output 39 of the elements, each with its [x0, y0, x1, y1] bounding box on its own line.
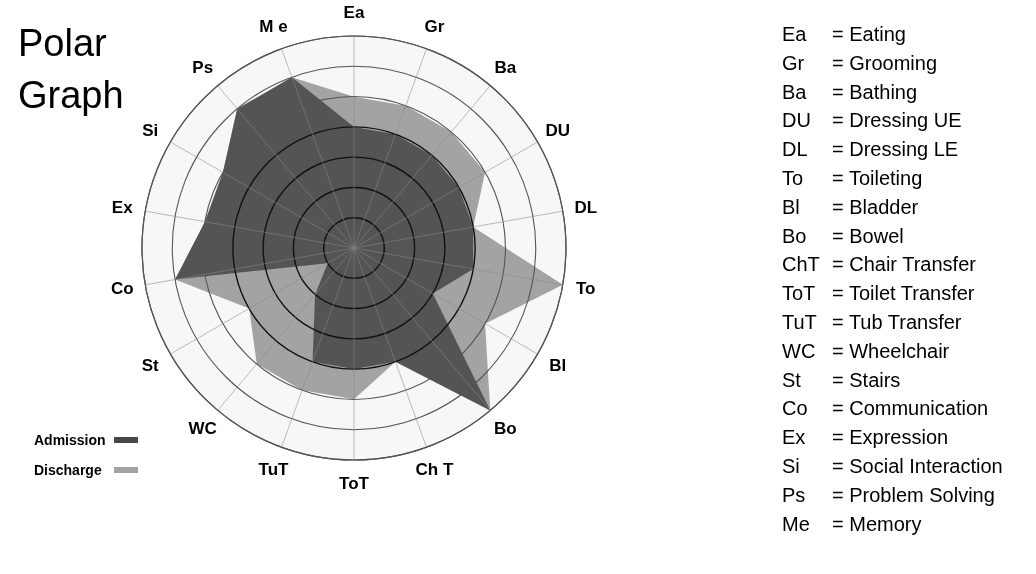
- text: ChT = Chair Transfer: [782, 253, 977, 276]
- text: Si = Social Interaction: [782, 455, 1003, 477]
- spoke-label: Ba: [494, 58, 517, 78]
- spoke-label: Gr: [424, 17, 445, 37]
- text: Me = Memory: [782, 512, 922, 535]
- spoke-label: St: [141, 356, 160, 376]
- text: WC = Wheelchair: [782, 339, 950, 362]
- spoke-label: Ch T: [415, 459, 454, 479]
- text: Co = Communication: [782, 397, 989, 420]
- text: Ea = Eating: [782, 23, 906, 45]
- text: Ex = Expression: [782, 426, 949, 449]
- spoke-label: To: [575, 279, 596, 299]
- spoke-label: Bl: [549, 356, 567, 376]
- text: Bo = Bowel: [782, 224, 904, 247]
- spoke-label: WC: [188, 418, 217, 438]
- spoke-label: ToT: [339, 473, 370, 493]
- text: Gr = Grooming: [782, 51, 938, 74]
- spoke-label: Co: [110, 279, 134, 299]
- legend-label: Discharge: [34, 462, 102, 478]
- spoke-label: Ex: [111, 197, 134, 217]
- text: Bl = Bladder: [782, 195, 919, 218]
- spoke-label: TuT: [258, 459, 290, 479]
- spoke-label: M e: [259, 17, 288, 37]
- text: TuT = Tub Transfer: [782, 311, 962, 333]
- text: Polar Graph: [18, 22, 124, 116]
- text: DL = Dressing LE: [782, 138, 959, 161]
- legend-label: Admission: [34, 432, 106, 448]
- text: Ba = Bathing: [782, 80, 918, 103]
- spoke-label: DU: [545, 120, 571, 140]
- text: ToT = Toilet Transfer: [782, 282, 975, 305]
- spoke-label: Bo: [493, 418, 517, 438]
- spoke-label: Si: [142, 120, 159, 140]
- spoke-label: Ea: [343, 3, 365, 23]
- spoke-label: Ps: [192, 58, 214, 78]
- text: DU = Dressing UE: [782, 109, 962, 132]
- spoke-label: DL: [574, 197, 598, 217]
- text: Ps = Problem Solving: [782, 483, 995, 506]
- text: St = Stairs: [782, 368, 901, 391]
- text: To = Toileting: [782, 167, 923, 189]
